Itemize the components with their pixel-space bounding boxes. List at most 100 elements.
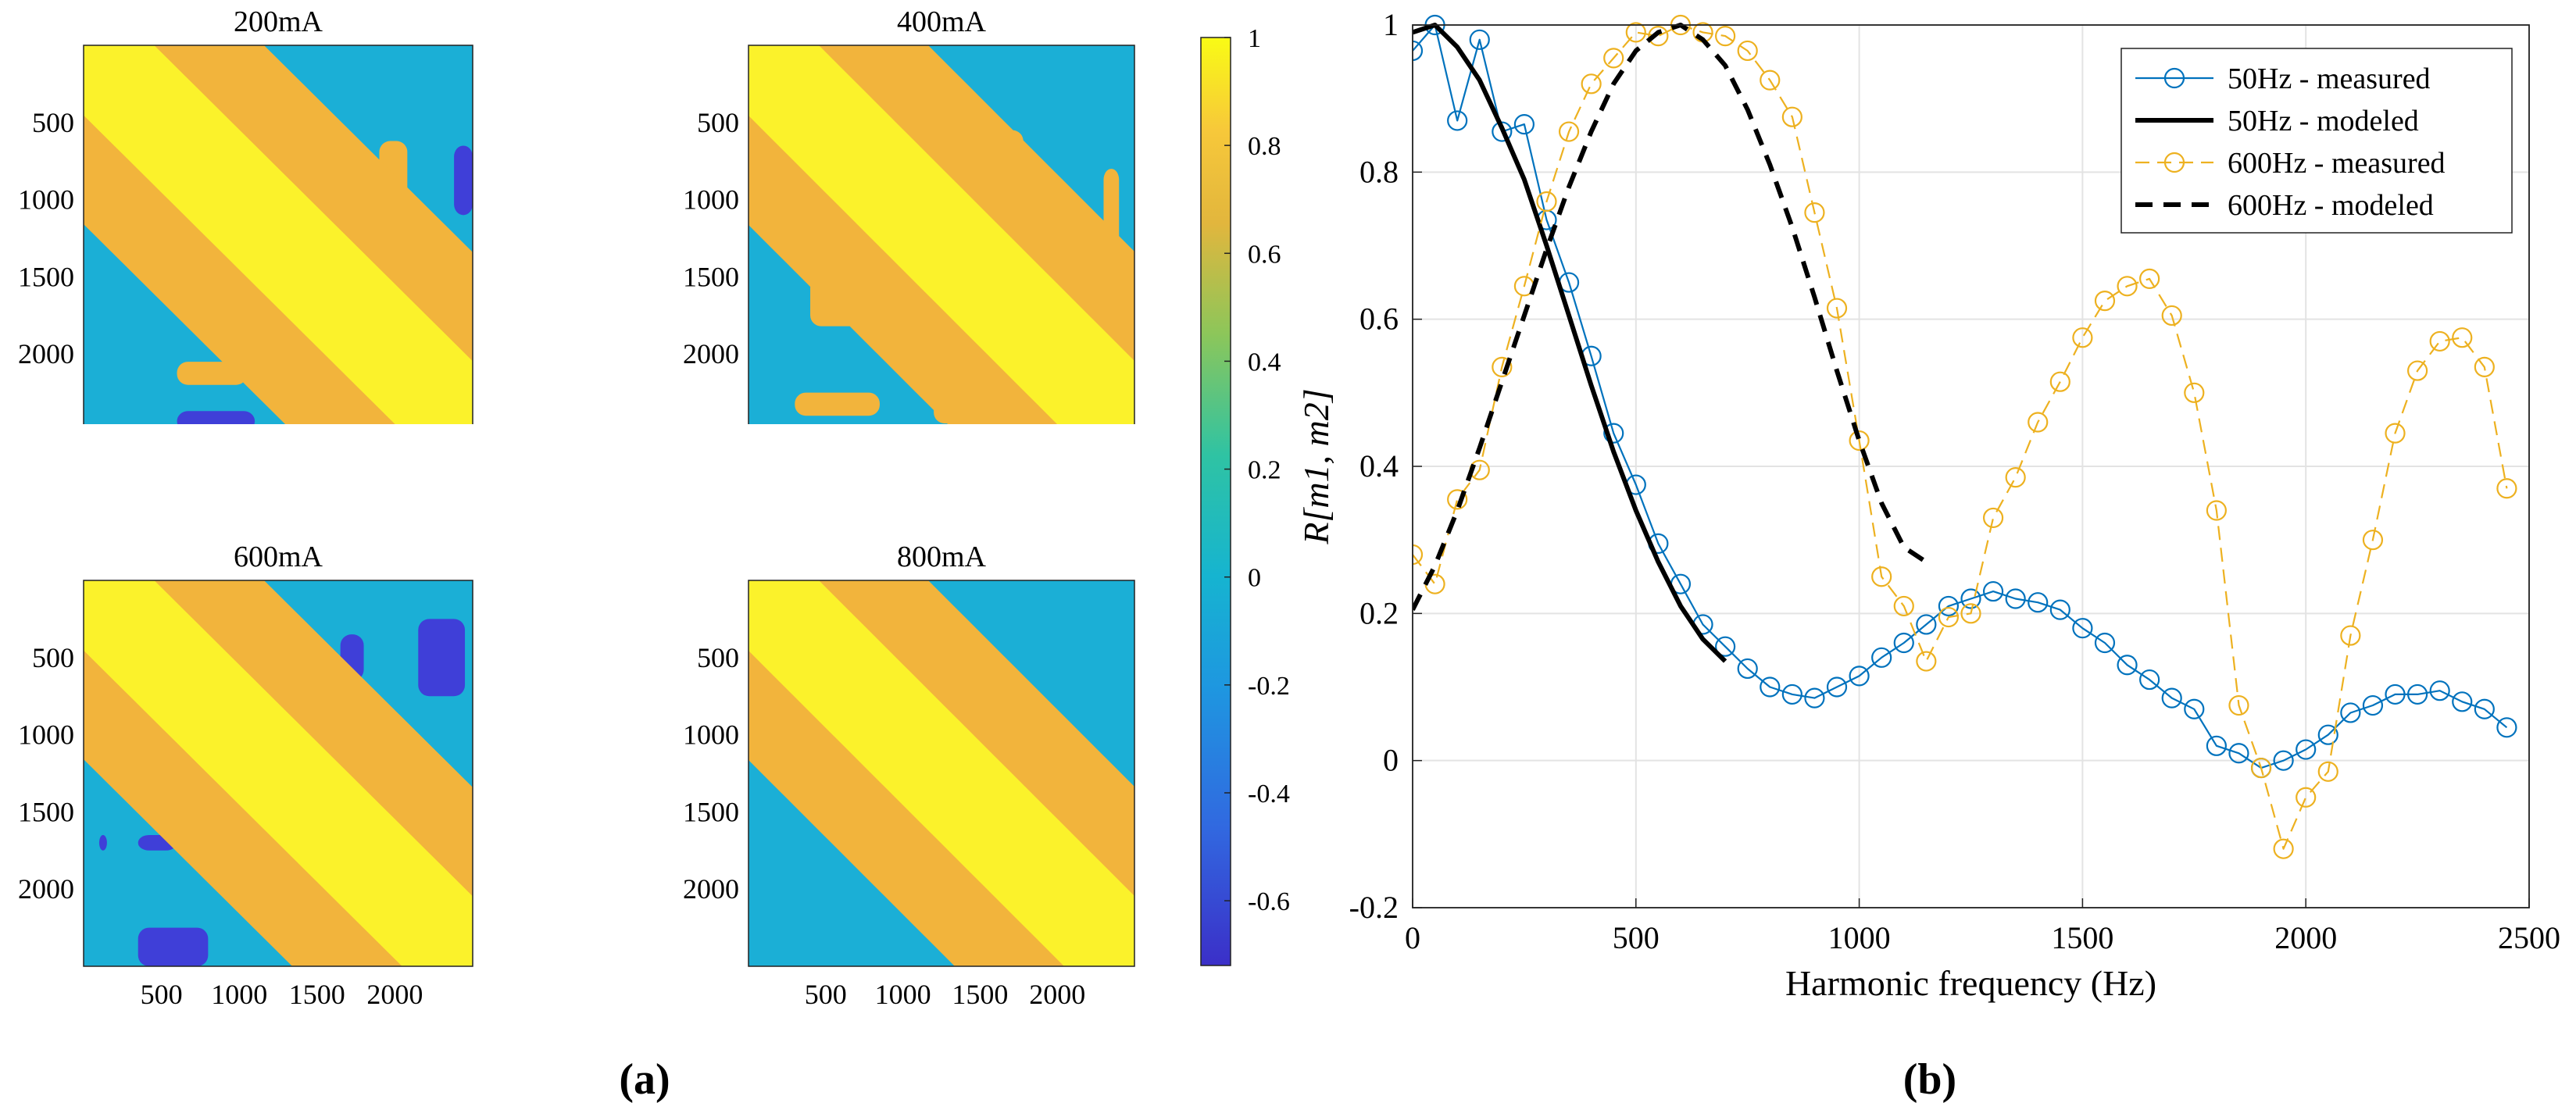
data-point: [1916, 614, 1937, 635]
diagonal-band-inner: [48, 10, 508, 466]
y-tick-label: 2000: [683, 873, 739, 905]
data-point: [2206, 500, 2227, 521]
data-point: [2296, 787, 2317, 808]
heatmap-region: [418, 619, 466, 697]
data-point: [1938, 595, 1960, 617]
legend-box: [2120, 48, 2513, 234]
heatmap-region: [795, 392, 880, 416]
colorbar: 1 0.8 0.6 0.4 0.2 0 -0.2 -0.4 -0.6: [1200, 24, 1290, 966]
data-point: [1960, 588, 1981, 609]
data-point: [2028, 592, 2049, 613]
data-point: [2184, 698, 2205, 719]
heatmap-3: 800mA 500 1000 1500 2000 500 1000 1500 2000: [592, 424, 1291, 1083]
legend-entry: 600Hz - modeled: [2228, 189, 2434, 222]
y-tick-label: 500: [32, 107, 74, 138]
data-point: [1938, 606, 1960, 628]
heatmap-frame: [748, 580, 1135, 967]
x-tick-label: 2500: [2498, 920, 2560, 955]
heatmap-region: [138, 927, 209, 966]
data-point: [1982, 507, 2004, 529]
data-point: [1871, 566, 1892, 587]
mask: [0, 573, 84, 974]
y-tick-label: 1000: [683, 719, 739, 751]
mask: [592, 424, 1291, 580]
diagonal-band-inner: [48, 545, 508, 1001]
heatmap-frame: [83, 580, 473, 967]
data-point: [1513, 114, 1535, 135]
data-point: [2317, 761, 2338, 782]
data-point: [2273, 750, 2294, 771]
colorbar-tick-label: -0.2: [1248, 672, 1290, 701]
x-axis-label: Harmonic frequency (Hz): [1785, 963, 2156, 1003]
heatmap-region: [454, 145, 473, 216]
mask: [592, 573, 749, 974]
data-point: [1893, 595, 1914, 617]
data-point: [1826, 676, 1848, 698]
x-tick-label: 1000: [1828, 920, 1891, 955]
data-point: [2250, 757, 2272, 779]
data-point: [1781, 106, 1802, 127]
data-point: [1469, 29, 1490, 50]
data-point: [1804, 202, 1825, 223]
y-tick-label: 2000: [18, 873, 74, 905]
data-point: [1849, 666, 1870, 687]
panel-label-a: (a): [619, 1055, 670, 1104]
data-point: [2161, 305, 2182, 327]
colorbar-tick-label: -0.6: [1248, 887, 1290, 916]
data-point: [2385, 423, 2406, 444]
data-point: [2139, 669, 2160, 691]
data-point: [1737, 40, 1758, 62]
y-tick-label: 1500: [683, 261, 739, 292]
heatmap-title: 800mA: [897, 541, 987, 573]
series-line: [1413, 23, 1727, 663]
data-point: [2228, 694, 2249, 716]
series-line: [1413, 23, 2508, 769]
data-point: [2340, 702, 2361, 723]
series-2: [1413, 14, 2517, 859]
diagonal-band-inner: [713, 545, 1170, 1001]
data-point: [2385, 683, 2406, 705]
y-tick-label: 500: [32, 642, 74, 673]
data-point: [2452, 327, 2473, 348]
y-tick-label: 1000: [18, 719, 74, 751]
data-point: [1447, 110, 1468, 131]
data-point: [2407, 360, 2428, 381]
data-point: [2206, 735, 2227, 756]
x-tick-label: 1000: [875, 979, 931, 1010]
colorbar-tick-label: -0.4: [1248, 780, 1290, 808]
data-point: [1826, 298, 1848, 319]
data-point: [2005, 467, 2026, 488]
data-point: [1492, 356, 1513, 377]
data-point: [2474, 356, 2495, 377]
y-tick-label: 1000: [683, 184, 739, 216]
legend-entry: 50Hz - measured: [2228, 62, 2431, 95]
colorbar-tick-label: 0.6: [1248, 240, 1281, 269]
y-tick-label: 0.2: [1359, 595, 1399, 630]
data-point: [2005, 588, 2026, 609]
legend-entry: 600Hz - measured: [2228, 147, 2446, 180]
x-tick-label: 1500: [289, 979, 345, 1010]
series-3: [1413, 23, 1928, 611]
data-point: [2072, 618, 2093, 639]
x-tick-label: 500: [141, 979, 183, 1010]
data-point: [2296, 739, 2317, 760]
data-point: [1603, 48, 1624, 69]
data-point: [1492, 121, 1513, 142]
data-point: [2117, 655, 2138, 676]
series-group: [1413, 14, 2517, 859]
data-point: [1625, 22, 1646, 43]
colorbar-tick-label: 0.4: [1248, 348, 1281, 377]
y-tick-label: 0: [1383, 743, 1399, 778]
data-point: [2072, 327, 2093, 348]
data-point: [1536, 191, 1557, 212]
heatmap-title: 200mA: [234, 5, 323, 38]
y-tick-label: 500: [697, 642, 739, 673]
y-axis-label: R[m1, m2]: [1296, 388, 1336, 544]
data-point: [2139, 268, 2160, 289]
y-tick-label: 1500: [683, 796, 739, 827]
data-point: [2407, 683, 2428, 705]
data-point: [2317, 724, 2338, 745]
series-line: [1413, 23, 2508, 850]
data-point: [2117, 276, 2138, 297]
heatmap-region: [98, 835, 107, 851]
